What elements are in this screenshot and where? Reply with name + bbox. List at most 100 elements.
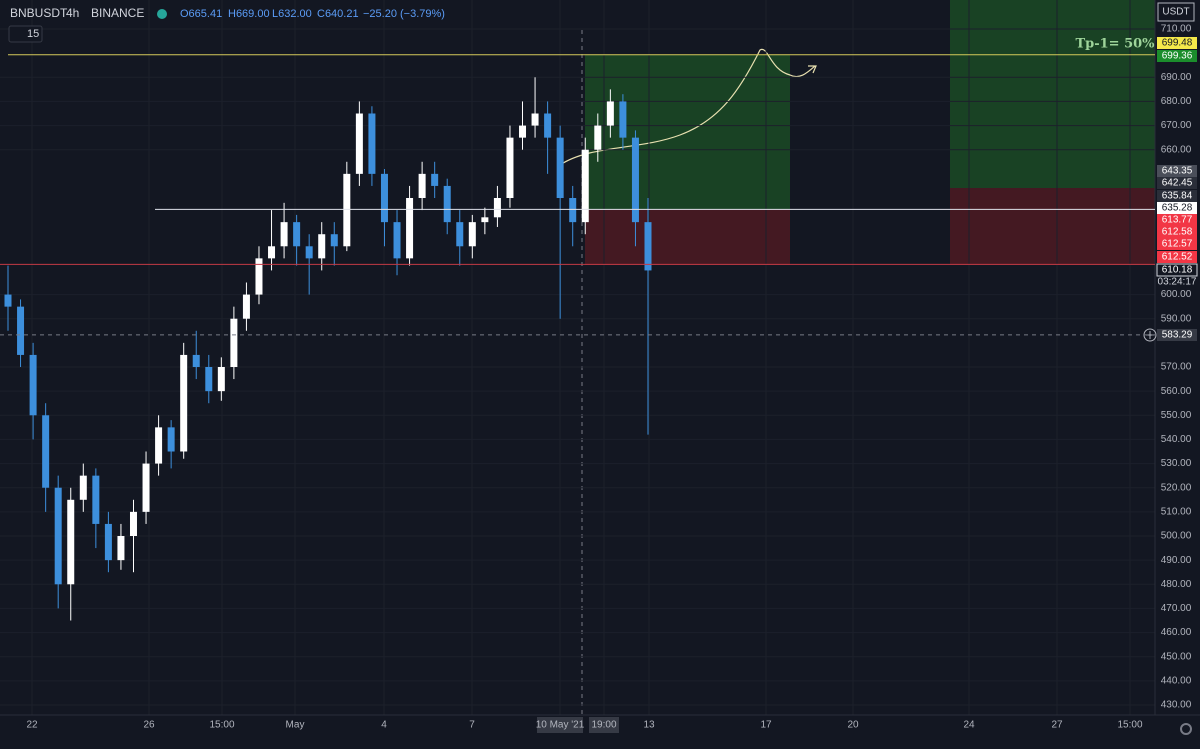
x-tick-label: May — [286, 720, 305, 731]
loss-zone — [950, 188, 1155, 265]
ohlc-value: H669.00 — [228, 8, 270, 20]
y-tick-label: 680.00 — [1161, 96, 1192, 107]
price-tag-label: 612.58 — [1162, 227, 1193, 238]
x-tick-label: 7 — [469, 720, 475, 731]
price-tag-label: 635.28 — [1162, 203, 1193, 214]
y-tick-label: 540.00 — [1161, 434, 1192, 445]
candle-body — [92, 475, 100, 524]
candle-body — [493, 198, 501, 218]
candle-body — [42, 415, 50, 488]
candle-body — [4, 294, 12, 307]
symbol[interactable]: BNBUSDT — [10, 6, 68, 20]
candle-body — [380, 173, 388, 223]
y-tick-label: 660.00 — [1161, 144, 1192, 155]
candle-body — [506, 137, 514, 198]
candle-body — [67, 499, 75, 585]
candle-body — [544, 113, 552, 138]
candle-body — [129, 511, 137, 536]
price-tag — [1157, 50, 1197, 62]
settings[interactable] — [1180, 723, 1192, 735]
x-tick-label: 27 — [1051, 720, 1063, 731]
candle-body — [606, 101, 614, 126]
candle-body — [305, 246, 313, 259]
candle-body — [117, 536, 125, 561]
profit-zone — [950, 0, 1155, 188]
price-tag — [1157, 202, 1197, 214]
ohlc-value: L632.00 — [272, 8, 312, 20]
y-tick-label: 530.00 — [1161, 458, 1192, 469]
y-tick-label: 590.00 — [1161, 313, 1192, 324]
candle-body — [280, 222, 288, 247]
candle-body — [205, 367, 213, 392]
y-tick-label: 440.00 — [1161, 675, 1192, 686]
annotation: Tp-1= 50% — [1075, 37, 1155, 52]
y-tick-label: 710.00 — [1161, 24, 1192, 35]
x-tick-label: 15:00 — [1117, 720, 1142, 731]
price-tag — [1157, 329, 1197, 341]
candle-body — [142, 463, 150, 512]
currency-box[interactable] — [1157, 2, 1195, 22]
y-tick-label: 460.00 — [1161, 627, 1192, 638]
candle-body — [167, 427, 175, 452]
price-tag — [1157, 238, 1197, 250]
y-tick-label: 510.00 — [1161, 506, 1192, 517]
candle-body — [468, 222, 476, 247]
currency: USDT — [1162, 7, 1189, 18]
indicator-box[interactable] — [8, 25, 43, 43]
price-tag — [1157, 226, 1197, 238]
price-tag-label: 643.35 — [1162, 166, 1193, 177]
candle-body — [343, 173, 351, 247]
candle-body — [268, 246, 276, 259]
candle-body — [594, 125, 602, 150]
candle-body — [230, 318, 238, 367]
y-tick-label: 690.00 — [1161, 72, 1192, 83]
x-tick-label: 19:00 — [591, 720, 616, 731]
status-dot — [157, 9, 167, 19]
loss-zone — [585, 209, 790, 265]
y-tick-label: 520.00 — [1161, 482, 1192, 493]
candle-body — [431, 173, 439, 186]
candle-body — [619, 101, 627, 138]
ohlc-value: C640.21 — [317, 8, 359, 20]
price-tag — [1157, 37, 1197, 49]
candle-body — [581, 149, 589, 223]
candle-body — [393, 222, 401, 259]
price-tag — [1156, 263, 1198, 277]
candle-body — [54, 487, 62, 585]
candle-body — [519, 125, 527, 138]
plot — [4, 77, 652, 621]
y-tick-label: 570.00 — [1161, 362, 1192, 373]
x-tick-label: 13 — [643, 720, 655, 731]
candle-body — [406, 198, 414, 259]
y-tick-label: 550.00 — [1161, 410, 1192, 421]
y-tick-label: 560.00 — [1161, 386, 1192, 397]
interval[interactable]: 4h — [66, 6, 79, 20]
price-tag-label: 613.77 — [1162, 215, 1193, 226]
y-tick-label: 670.00 — [1161, 120, 1192, 131]
candle-body — [293, 222, 301, 247]
y-tick-label: 500.00 — [1161, 531, 1192, 542]
price-tag-label: 699.36 — [1162, 51, 1193, 62]
price-tag — [1157, 251, 1197, 263]
candle-body — [456, 222, 464, 247]
candle-body — [318, 234, 326, 259]
candle-body — [242, 294, 250, 319]
price-tag — [1157, 177, 1197, 189]
candle-body — [531, 113, 539, 126]
time-highlight — [537, 717, 583, 733]
price-tag — [1157, 165, 1197, 177]
candle-body — [192, 354, 200, 367]
candle-body — [481, 217, 489, 223]
price-tag-label: 610.18 — [1162, 265, 1193, 276]
price-tag-label: 642.45 — [1162, 178, 1193, 189]
price-tag-label: 612.57 — [1162, 239, 1193, 250]
candle-body — [556, 137, 564, 198]
candle-body — [443, 185, 451, 223]
y-tick-label: 600.00 — [1161, 289, 1192, 300]
price-tag-label: 699.48 — [1162, 38, 1193, 49]
countdown: 03:24:17 — [1158, 277, 1197, 288]
price-tag-label: 612.52 — [1162, 252, 1193, 263]
exchange[interactable]: BINANCE — [91, 6, 144, 20]
x-tick-label: 4 — [381, 720, 387, 731]
